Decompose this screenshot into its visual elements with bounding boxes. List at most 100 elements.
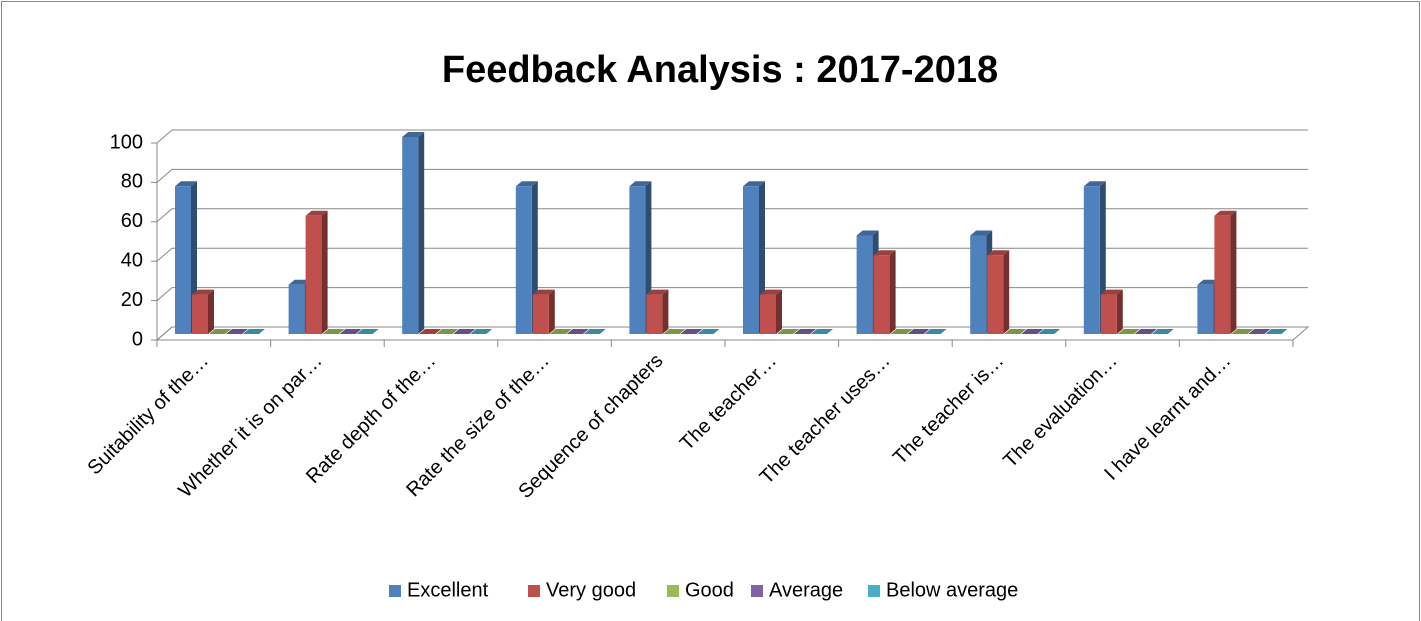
bar-group — [697, 329, 720, 334]
bar-side — [1003, 250, 1010, 334]
bar-group — [1231, 329, 1254, 334]
bar-group — [1151, 329, 1174, 334]
bar — [743, 186, 759, 334]
bar-group — [322, 329, 345, 334]
bar-group — [1134, 329, 1157, 334]
bar-top — [890, 329, 913, 334]
bar-side — [208, 289, 214, 334]
x-tick-label: I have learnt and… — [1100, 350, 1235, 485]
bar-side — [418, 132, 425, 334]
legend-swatch — [751, 585, 763, 597]
bar-side — [889, 250, 896, 334]
bar-top — [987, 250, 1010, 256]
grid-line — [156, 129, 1308, 144]
bar-side — [1116, 289, 1123, 334]
bar — [305, 215, 322, 334]
bar-top — [419, 329, 442, 334]
bar-top — [1038, 329, 1061, 334]
bar — [1100, 294, 1117, 334]
bar-group — [1021, 329, 1044, 334]
legend-label: Good — [685, 579, 734, 601]
bar — [873, 255, 890, 334]
grid-line — [156, 168, 1308, 183]
bar-top — [566, 329, 589, 334]
bar-group — [1004, 329, 1027, 334]
x-tick-label: The teacher uses… — [756, 350, 895, 489]
bar-top — [856, 230, 879, 236]
legend-swatch — [528, 585, 540, 597]
bar-group — [305, 210, 328, 334]
legend-label: Excellent — [407, 579, 489, 601]
y-tick-label: 40 — [121, 249, 143, 271]
bar-top — [1021, 329, 1044, 334]
bar-top — [794, 329, 816, 334]
bar — [532, 294, 549, 334]
bar-group — [629, 181, 652, 334]
bar-top — [356, 329, 379, 334]
bar-top — [1151, 329, 1174, 334]
bar-side — [1230, 210, 1237, 334]
bar-top — [192, 289, 214, 295]
bar-top — [1117, 329, 1140, 334]
bar-top — [697, 329, 720, 334]
bar — [760, 294, 776, 334]
bar-group — [402, 132, 425, 334]
bar-top — [1231, 329, 1254, 334]
bar-group — [1100, 289, 1123, 334]
bar-top — [1083, 181, 1106, 187]
bar-top — [339, 329, 362, 334]
bar-group — [1214, 210, 1237, 334]
legend-label: Average — [769, 579, 843, 601]
bar — [1197, 284, 1214, 334]
bar-top — [322, 329, 345, 334]
bar-top — [532, 289, 555, 295]
bar-top — [1197, 279, 1220, 285]
bar-group — [1248, 329, 1271, 334]
bar-top — [1248, 329, 1271, 334]
bar-top — [402, 132, 425, 137]
bar-group — [680, 329, 703, 334]
bar — [970, 235, 987, 334]
bar-group — [760, 289, 782, 334]
bar-group — [583, 329, 606, 334]
bar — [175, 186, 191, 334]
bar-group — [532, 289, 555, 334]
bar-top — [743, 181, 765, 187]
bar-group — [907, 329, 930, 334]
bar — [646, 294, 663, 334]
bar-top — [583, 329, 606, 334]
bar-group — [209, 329, 231, 334]
bar-group — [192, 289, 214, 334]
bar-group — [890, 329, 913, 334]
bar — [192, 294, 208, 334]
bar-top — [1265, 329, 1288, 334]
y-tick-label: 0 — [132, 328, 143, 350]
y-tick-label: 100 — [110, 131, 143, 153]
bar-top — [680, 329, 703, 334]
bar-top — [1100, 289, 1123, 295]
bar-top — [777, 329, 799, 334]
bar — [1083, 186, 1100, 334]
bar-group — [436, 329, 459, 334]
bar-group — [419, 329, 442, 334]
y-tick-label: 20 — [121, 289, 143, 311]
bar-group — [549, 329, 572, 334]
bar — [288, 284, 305, 334]
bar-top — [436, 329, 459, 334]
bar-top — [453, 329, 476, 334]
bar-top — [663, 329, 686, 334]
grid-line — [156, 208, 1308, 223]
legend-label: Below average — [886, 579, 1018, 601]
bar-group — [1265, 329, 1288, 334]
bar-group — [924, 329, 947, 334]
legend-swatch — [868, 585, 880, 597]
bar-side — [662, 289, 669, 334]
bar-side — [776, 289, 782, 334]
bar — [629, 186, 646, 334]
bar-group — [811, 329, 833, 334]
bar-group — [226, 329, 248, 334]
bar-top — [1214, 210, 1237, 216]
bar-top — [873, 250, 896, 256]
